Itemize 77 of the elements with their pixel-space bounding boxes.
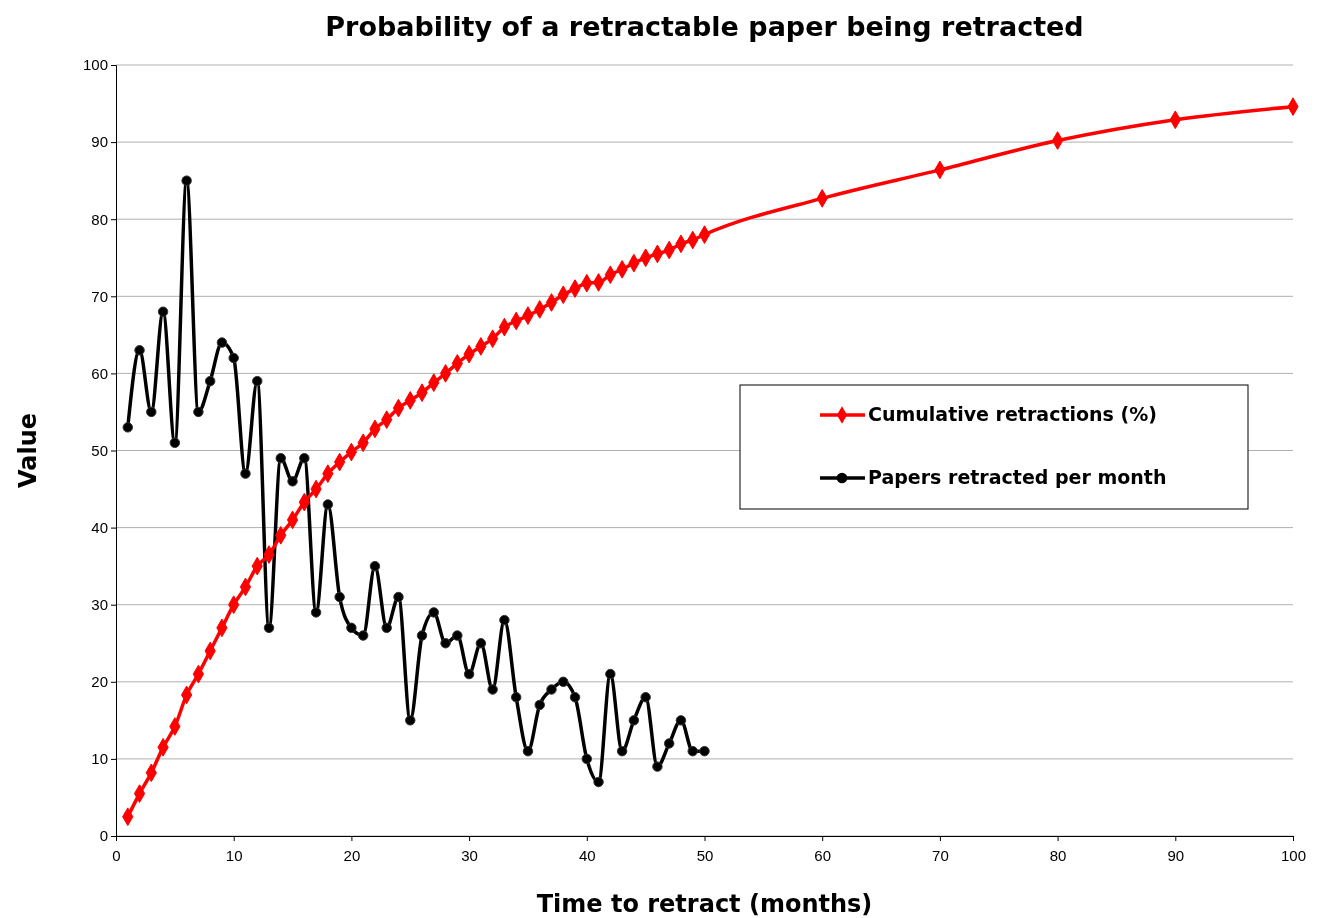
point — [499, 614, 510, 626]
point — [534, 699, 545, 711]
point — [558, 676, 569, 688]
x-tick-label: 50 — [696, 846, 714, 864]
y-tick-label: 30 — [91, 596, 108, 613]
point — [475, 638, 487, 649]
y-axis-title: Value — [14, 412, 42, 489]
point — [181, 175, 192, 186]
point — [193, 406, 204, 418]
point — [487, 684, 498, 695]
point — [157, 306, 169, 317]
point — [675, 715, 687, 726]
point — [510, 692, 522, 703]
point — [581, 753, 593, 765]
point — [204, 375, 216, 387]
y-tick-label: 40 — [91, 518, 108, 536]
point — [381, 622, 392, 634]
y-tick-label: 100 — [82, 56, 108, 74]
point — [322, 499, 334, 510]
point — [252, 375, 263, 387]
x-tick-label: 60 — [814, 846, 832, 864]
point — [310, 607, 322, 618]
y-tick-label: 90 — [91, 133, 108, 151]
point — [405, 715, 416, 726]
point — [299, 453, 310, 464]
y-tick-label: 20 — [91, 673, 108, 691]
point — [169, 437, 181, 448]
x-tick-label: 70 — [932, 846, 949, 864]
x-tick-label: 40 — [578, 846, 596, 864]
y-tick-label: 60 — [91, 364, 108, 382]
x-tick-label: 30 — [461, 846, 478, 864]
point — [699, 745, 710, 757]
point — [134, 345, 145, 356]
y-tick-label: 80 — [91, 210, 108, 228]
point — [393, 591, 404, 603]
point — [334, 591, 345, 603]
x-tick-label: 20 — [343, 846, 361, 864]
x-tick-label: 10 — [225, 846, 243, 864]
point — [546, 684, 557, 695]
point — [146, 406, 157, 418]
point — [287, 476, 298, 487]
point — [628, 715, 640, 726]
point — [640, 692, 651, 703]
point — [569, 692, 581, 703]
point — [346, 622, 357, 634]
y-tick-label: 0 — [99, 827, 108, 845]
point — [463, 668, 475, 680]
point — [216, 337, 228, 348]
chart-title: Probability of a retractable paper being retracted — [325, 11, 1084, 42]
x-tick-label: 100 — [1280, 846, 1307, 864]
legend-label: Cumulative retractions (%) — [868, 403, 1157, 425]
point — [687, 745, 698, 757]
point — [452, 630, 463, 641]
y-tick-label: 70 — [91, 287, 108, 305]
x-tick-label: 80 — [1049, 846, 1067, 864]
x-axis-title: Time to retract (months) — [536, 890, 873, 918]
point — [663, 738, 675, 749]
point — [416, 630, 428, 641]
legend-label: Papers retracted per month — [868, 466, 1167, 488]
point — [122, 422, 133, 433]
point — [263, 622, 275, 634]
point — [616, 745, 628, 757]
point — [440, 638, 451, 649]
point — [428, 607, 440, 618]
point — [522, 745, 534, 757]
point — [275, 453, 286, 464]
point — [228, 352, 239, 364]
point — [240, 468, 251, 479]
x-tick-label: 0 — [112, 846, 121, 864]
x-tick-label: 90 — [1167, 846, 1185, 864]
point — [652, 761, 663, 772]
point — [369, 560, 381, 572]
point — [593, 776, 604, 788]
point — [357, 630, 369, 641]
point — [605, 668, 616, 680]
y-tick-label: 10 — [91, 750, 108, 768]
y-tick-label: 50 — [91, 441, 108, 459]
